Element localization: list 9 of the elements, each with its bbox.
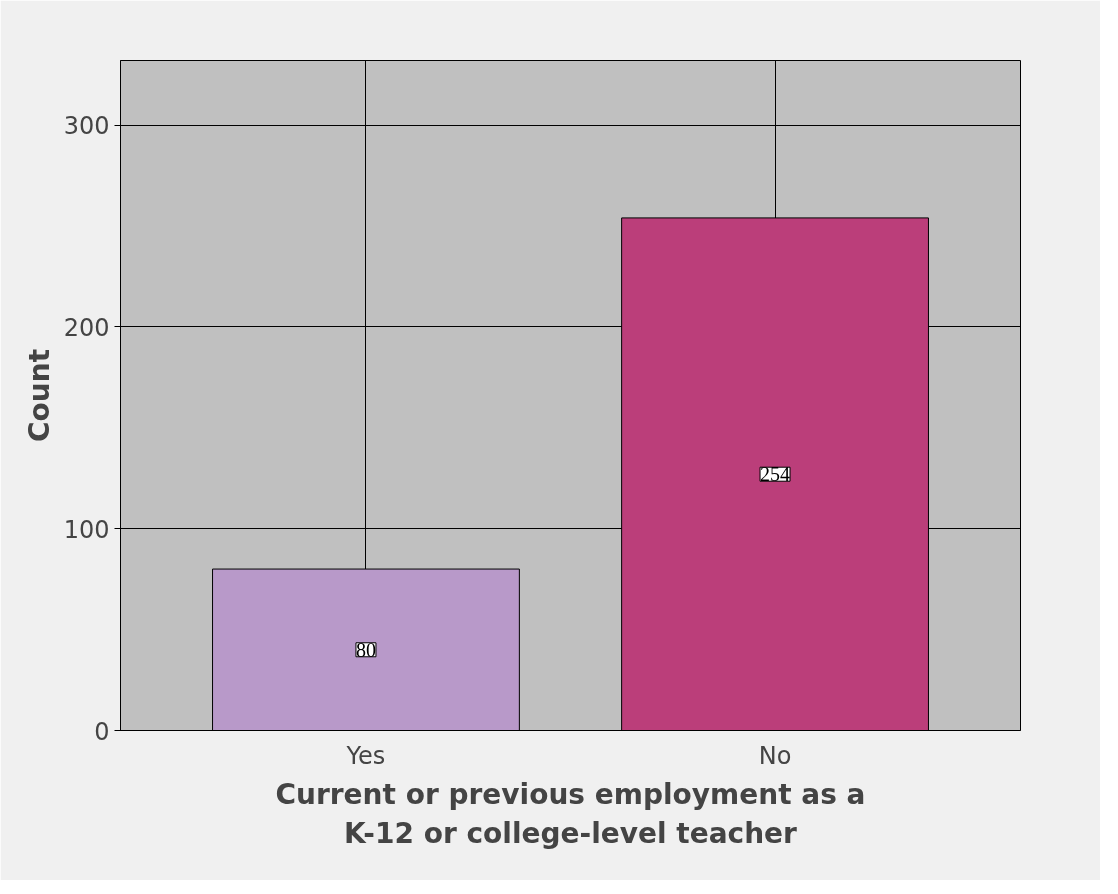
- y-tick-label: 0: [94, 717, 110, 746]
- y-tick-label: 300: [63, 112, 110, 141]
- x-axis-title: Current or previous employment as a K-12 or college-level teacher: [275, 777, 866, 851]
- y-tick-label: 100: [63, 515, 110, 544]
- x-tick-label: No: [758, 741, 792, 770]
- y-axis-title: Count: [22, 348, 56, 443]
- data-label: 254: [760, 463, 791, 486]
- x-tick-label: Yes: [345, 741, 386, 770]
- y-tick-label: 200: [63, 313, 110, 342]
